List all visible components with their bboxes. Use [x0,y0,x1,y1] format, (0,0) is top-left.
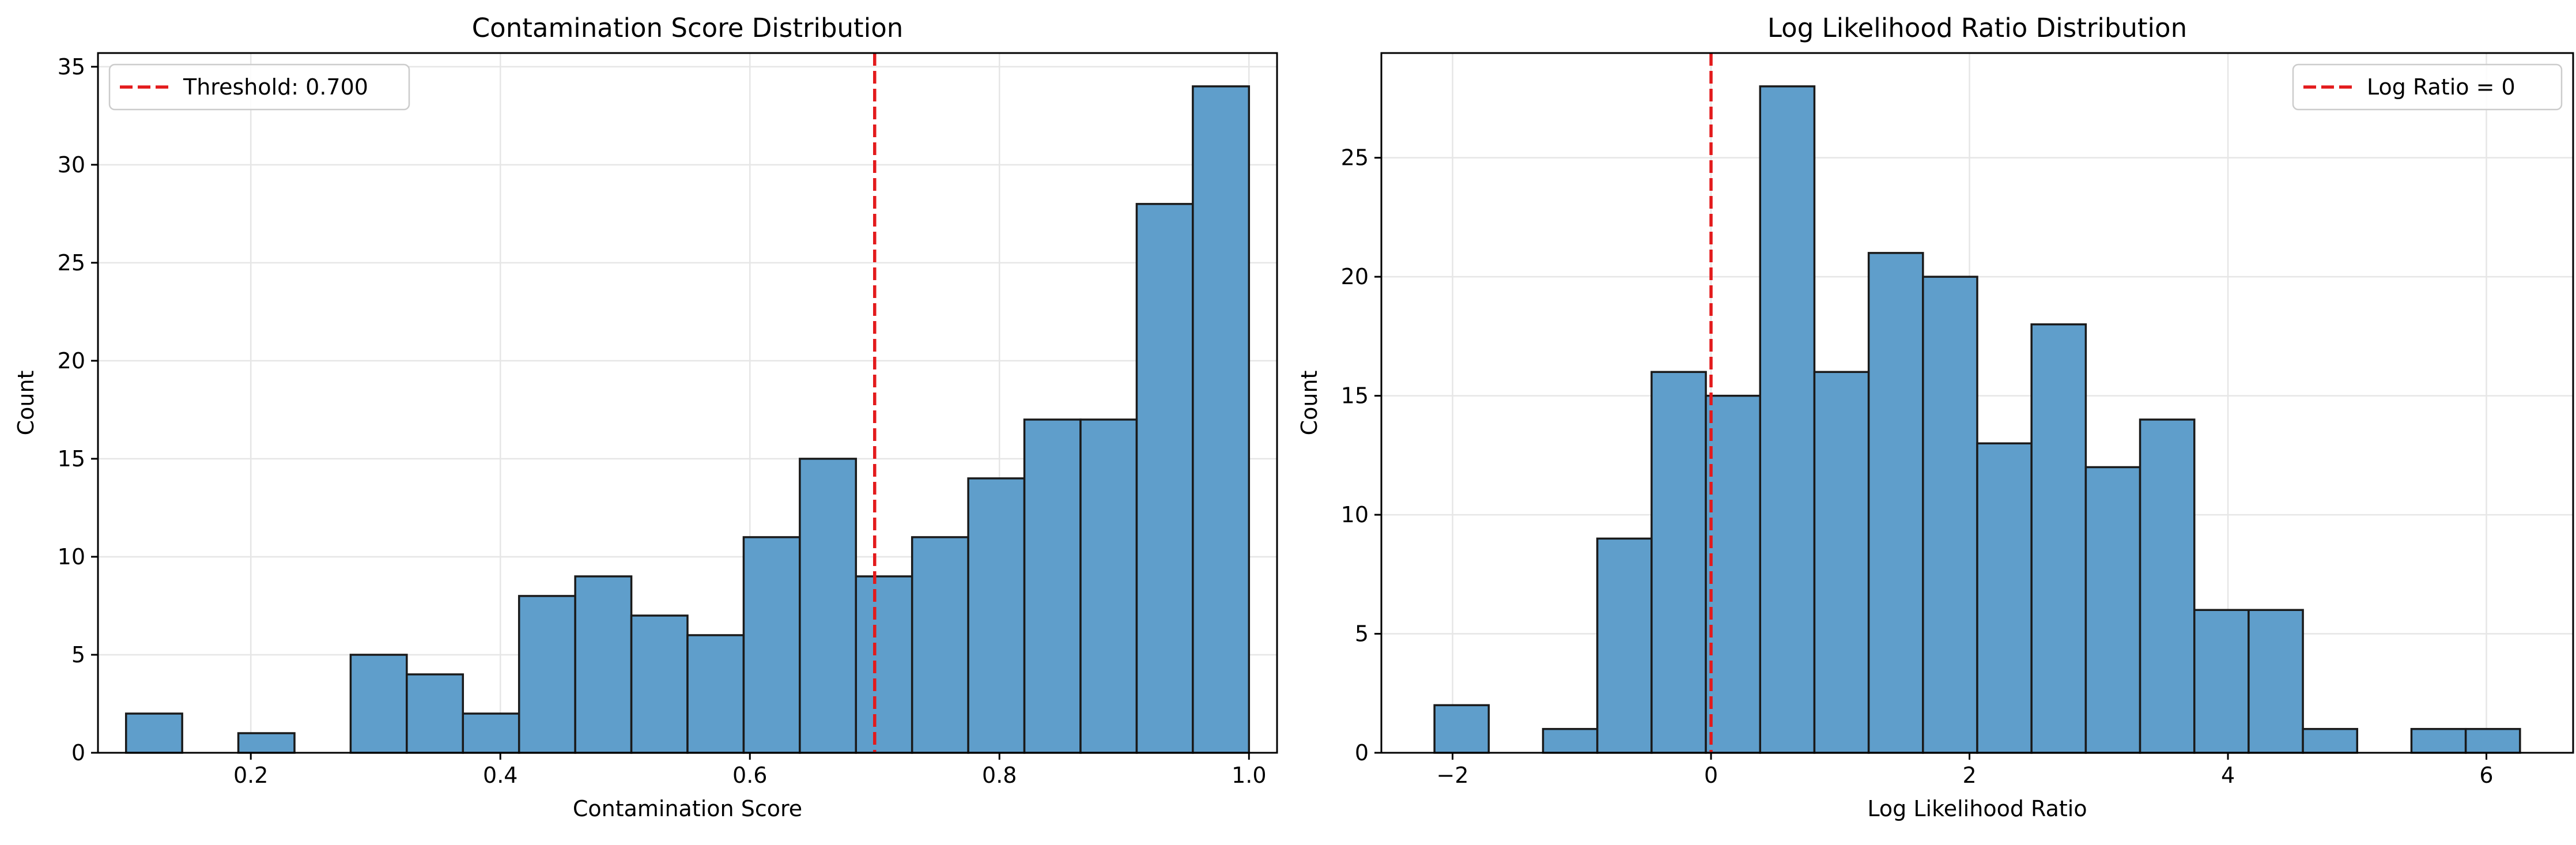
histogram-bar [518,595,576,754]
histogram-bar [1596,537,1653,754]
histogram-bar [1542,727,1599,754]
x-tick-label: 0 [1704,763,1718,788]
histogram-bar [1135,203,1194,754]
histogram-bar [2084,466,2141,754]
y-tick-label: 35 [58,54,85,80]
histogram-bar [1650,371,1707,754]
x-axis-label: Log Likelihood Ratio [1867,796,2087,821]
x-tick-label: 4 [2221,763,2235,788]
contamination-score-panel: 0.2 0.4 0.6 0.8 1.0 0 5 10 15 20 25 30 35 Contaminati… [13,13,1278,821]
legend-box [2292,63,2563,111]
histogram-bar [630,614,689,754]
histogram-bar [855,575,913,754]
y-tick-label: 0 [71,740,85,765]
histogram-bar [237,732,296,754]
histogram-bar [1079,418,1138,754]
chart-title: Log Likelihood Ratio Distribution [1767,13,2187,43]
legend: Log Ratio = 0 [2292,63,2563,111]
histogram-bar [742,536,801,754]
histogram-bar [799,458,858,754]
x-tick-label: 2 [1962,763,1976,788]
histogram-bar [1705,394,1762,754]
legend-label: Threshold: 0.700 [183,74,368,100]
y-tick-label: 30 [58,152,85,178]
legend-box [108,63,410,111]
axes-frame [1380,52,2574,754]
histogram-bar [2410,727,2467,754]
histogram-bar [124,712,183,754]
y-tick-label: 15 [1341,383,1369,409]
histogram-bar [349,654,408,754]
y-tick-label: 5 [1355,621,1369,647]
histogram-bar [967,477,1026,754]
x-tick-label: 1.0 [1232,763,1266,788]
histogram-bar [2464,727,2521,754]
x-axis-label: Contamination Score [573,796,802,821]
y-tick-label: 20 [1341,264,1369,289]
histogram-bar [2030,323,2087,754]
histogram-bar [574,575,633,754]
histogram-bar [2248,609,2304,754]
histogram-bar [1759,85,1816,754]
histogram-bar [1976,442,2033,754]
histogram-bar [686,634,745,754]
y-tick-label: 25 [1341,145,1369,171]
legend-label: Log Ratio = 0 [2367,74,2515,100]
x-tick-label: 0.2 [233,763,268,788]
y-axis-label: Count [13,371,39,436]
histogram-bar [911,536,969,754]
x-tick-label: −2 [1437,763,1469,788]
log-likelihood-ratio-panel: −2 0 2 4 6 0 5 10 15 20 25 Log Likelihood Ratio Dis… [1297,13,2574,821]
y-tick-label: 0 [1355,740,1369,765]
histogram-bar [1192,85,1251,754]
histogram-bar [1433,704,1490,754]
x-tick-label: 0.8 [982,763,1017,788]
x-tick-label: 6 [2479,763,2493,788]
x-tick-label: 0.4 [483,763,518,788]
axes-frame [97,52,1278,754]
x-tick-label: 0.6 [732,763,767,788]
y-axis-label: Count [1297,371,1322,436]
histogram-bar [1867,252,1924,754]
histogram-bar [2193,609,2250,754]
y-tick-label: 5 [71,642,85,667]
y-tick-label: 15 [58,446,85,471]
histogram-bar [1813,371,1870,754]
y-tick-label: 10 [1341,502,1369,527]
y-tick-label: 20 [58,348,85,374]
histogram-bar [1023,418,1082,754]
y-tick-label: 10 [58,544,85,569]
histogram-bar [1922,276,1978,754]
legend: Threshold: 0.700 [108,63,410,111]
y-tick-label: 25 [58,250,85,276]
histogram-bar [2302,727,2359,754]
histogram-bar [2139,418,2196,754]
histogram-bar [406,673,464,754]
chart-title: Contamination Score Distribution [472,13,904,43]
histogram-bar [462,712,520,754]
